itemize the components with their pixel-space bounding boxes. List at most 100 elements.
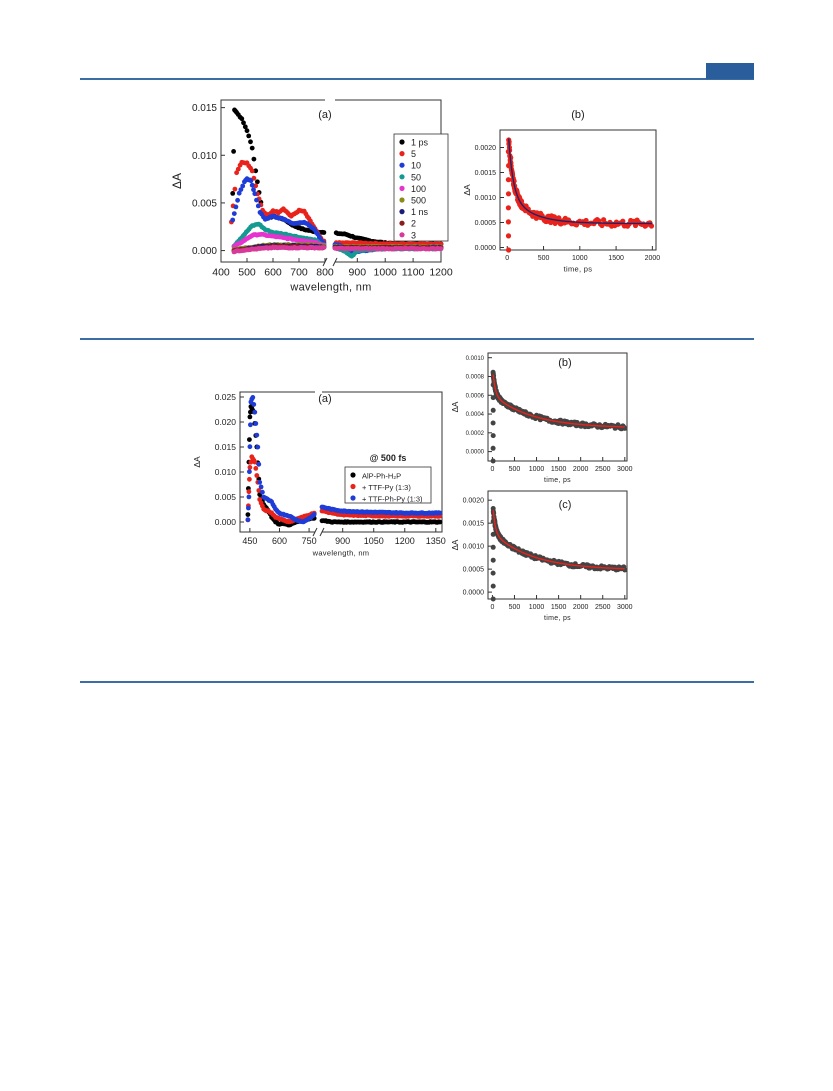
y-tick-label: 0.0020 (463, 498, 485, 505)
data-point (505, 191, 512, 197)
data-point (236, 190, 242, 196)
fit-curve (492, 374, 625, 428)
legend-marker (399, 185, 405, 191)
data-point (231, 211, 237, 217)
legend-marker (399, 162, 405, 168)
data-point (249, 145, 255, 151)
legend-marker (399, 139, 405, 145)
x-tick-label: 2000 (573, 604, 589, 611)
data-point (252, 459, 258, 465)
legend-marker (350, 495, 356, 501)
data-point (556, 215, 562, 221)
data-point (490, 458, 496, 464)
fit-curve (492, 510, 625, 570)
legend-label: 500 (411, 196, 426, 206)
data-point (252, 191, 258, 197)
y-axis-label: ΔA (170, 173, 184, 189)
y-tick-label: 0.005 (192, 198, 217, 209)
y-axis-label: ΔA (451, 401, 460, 412)
x-tick-label: 1100 (402, 267, 425, 279)
x-tick-label: 500 (538, 255, 550, 262)
plot-frame (487, 490, 628, 600)
y-tick-label: 0.0015 (463, 521, 485, 528)
y-tick-label: 0.0010 (466, 356, 485, 362)
data-point (255, 203, 261, 209)
data-point (321, 230, 327, 235)
data-point (490, 445, 496, 451)
series-3 (231, 244, 444, 255)
legend-marker (399, 174, 405, 180)
data-point (505, 233, 512, 239)
data-point (257, 479, 263, 485)
data-point (258, 484, 264, 490)
legend-label: 100 (411, 184, 426, 194)
data-point (235, 166, 241, 172)
x-axis-label: wavelength, nm (312, 549, 370, 558)
x-tick-label: 400 (212, 267, 230, 279)
panel-label: (a) (318, 393, 331, 405)
x-tick-label: 450 (242, 536, 257, 546)
legend-marker (350, 472, 356, 478)
data-point (246, 133, 252, 139)
y-tick-label: 0.0000 (463, 590, 485, 597)
legend-label: 3 (411, 230, 416, 240)
data-point (233, 204, 239, 210)
data-point (253, 466, 259, 471)
data-point (241, 120, 246, 126)
plot-frame-right (322, 391, 443, 533)
data-point (248, 422, 253, 428)
x-tick-label: 750 (302, 536, 317, 546)
data-point (490, 583, 496, 589)
chart-fig1a: 0.000 0.005 0.010 0.015 400 500 600 700 800 900 10… (170, 99, 453, 294)
x-axis-label: time, ps (544, 477, 571, 484)
legend-marker (399, 232, 405, 238)
x-tick-label: 500 (238, 267, 256, 279)
panel-label: (a) (318, 109, 331, 121)
series-5 (229, 159, 444, 247)
series-data (505, 137, 655, 253)
y-tick-label: 0.0005 (463, 567, 485, 574)
data-point (255, 444, 261, 450)
x-tick-label: 0 (505, 255, 509, 262)
data-point (505, 205, 511, 211)
legend-marker (399, 151, 405, 157)
y-tick-label: 0.020 (215, 417, 237, 427)
series-data (490, 369, 628, 464)
x-axis-label: time, ps (544, 615, 571, 622)
data-point (490, 596, 496, 602)
data-point (506, 247, 512, 253)
y-tick-label: 0.005 (215, 492, 237, 502)
data-point (247, 469, 252, 475)
chart-fig2a: 0.000 0.005 0.010 0.015 0.020 0.025 450 600 750 9… (192, 391, 446, 558)
data-point (505, 219, 511, 225)
y-tick-label: 0.0000 (466, 450, 485, 456)
legend-marker (350, 483, 356, 490)
data-point (246, 505, 251, 511)
legend-title: @ 500 fs (370, 453, 407, 463)
data-point (632, 222, 639, 229)
data-point (648, 223, 655, 229)
x-tick-label: 800 (316, 267, 334, 279)
y-tick-label: 0.0008 (466, 375, 485, 381)
x-axis-label: wavelength, nm (289, 282, 371, 294)
legend-label: 1 ps (411, 138, 429, 148)
data-point (239, 116, 245, 122)
data-point (620, 218, 626, 224)
y-tick-label: 0.0020 (475, 145, 497, 152)
legend-marker (399, 209, 405, 215)
data-point (254, 473, 260, 478)
legend: @ 500 fs AlP-Ph-H₂P + TTF-Py (1:3) + TTF-Ph… (344, 453, 432, 504)
data-point (321, 245, 327, 250)
y-tick-label: 0.000 (192, 246, 217, 257)
data-point (256, 488, 262, 493)
legend-label: + TTF-Py (1:3) (362, 483, 411, 492)
section-rule-2 (80, 681, 754, 683)
data-point (490, 557, 496, 563)
data-point (247, 437, 252, 442)
data-point (249, 182, 255, 188)
data-point (251, 187, 256, 193)
data-point (230, 217, 236, 223)
panel-label: (b) (558, 357, 571, 369)
legend-marker (399, 220, 405, 226)
